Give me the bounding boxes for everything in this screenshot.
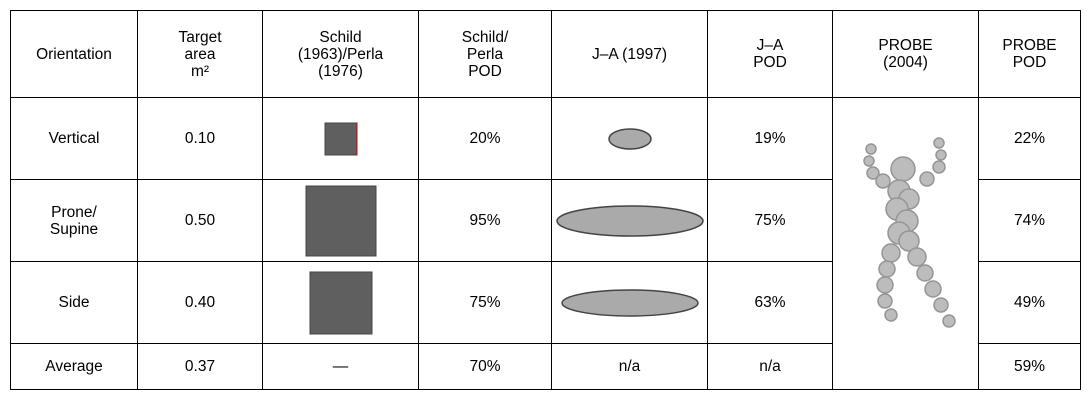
target-area: 0.50 — [137, 179, 263, 262]
ja-pod: n/a — [707, 343, 833, 390]
schild-shape — [262, 261, 419, 344]
probe-pod: 49% — [978, 261, 1081, 344]
orientation: Vertical — [10, 97, 138, 180]
ja: n/a — [551, 343, 708, 390]
header-cell: PROBE POD — [978, 10, 1081, 98]
header-cell: J–A (1997) — [551, 10, 708, 98]
header-cell: Schild/ Perla POD — [418, 10, 552, 98]
schild-shape — [262, 179, 419, 262]
ja-pod: 63% — [707, 261, 833, 344]
header-cell: Orientation — [10, 10, 138, 98]
schild-pod: 20% — [418, 97, 552, 180]
header-cell: Schild (1963)/Perla (1976) — [262, 10, 419, 98]
header-cell: J–A POD — [707, 10, 833, 98]
schild-pod: 75% — [418, 261, 552, 344]
target-area: 0.10 — [137, 97, 263, 180]
ellipse — [560, 288, 699, 317]
square — [309, 271, 372, 334]
target-area: 0.37 — [137, 343, 263, 390]
ellipse — [555, 204, 704, 237]
ja-shape — [551, 179, 708, 262]
probe-pod: 59% — [978, 343, 1081, 390]
probe-pod: 22% — [978, 97, 1081, 180]
ja-pod: 19% — [707, 97, 833, 180]
square — [305, 185, 376, 256]
ja-pod: 75% — [707, 179, 833, 262]
header-cell: Target area m² — [137, 10, 263, 98]
orientation: Side — [10, 261, 138, 344]
probe-figure — [832, 97, 979, 390]
row: Side 0.40 75% 63% 49% — [10, 261, 1081, 344]
schild-shape — [262, 97, 419, 180]
schild-pod: 70% — [418, 343, 552, 390]
ellipse — [607, 127, 652, 150]
target-area: 0.40 — [137, 261, 263, 344]
ja-shape — [551, 261, 708, 344]
header-row: Orientation Target area m² Schild (1963)… — [10, 10, 1081, 98]
figure — [862, 136, 956, 328]
orientation: Average — [10, 343, 138, 390]
schild: — — [262, 343, 419, 390]
ja-shape — [551, 97, 708, 180]
row: Average 0.37 — 70% n/a n/a 59% — [10, 343, 1081, 390]
row: Vertical 0.10 20% 19% 22% — [10, 97, 1081, 390]
header-cell: PROBE (2004) — [832, 10, 979, 98]
square — [324, 122, 357, 155]
pod-table: Orientation Target area m² Schild (1963)… — [10, 10, 1081, 390]
schild-pod: 95% — [418, 179, 552, 262]
probe-pod: 74% — [978, 179, 1081, 262]
orientation: Prone/ Supine — [10, 179, 138, 262]
